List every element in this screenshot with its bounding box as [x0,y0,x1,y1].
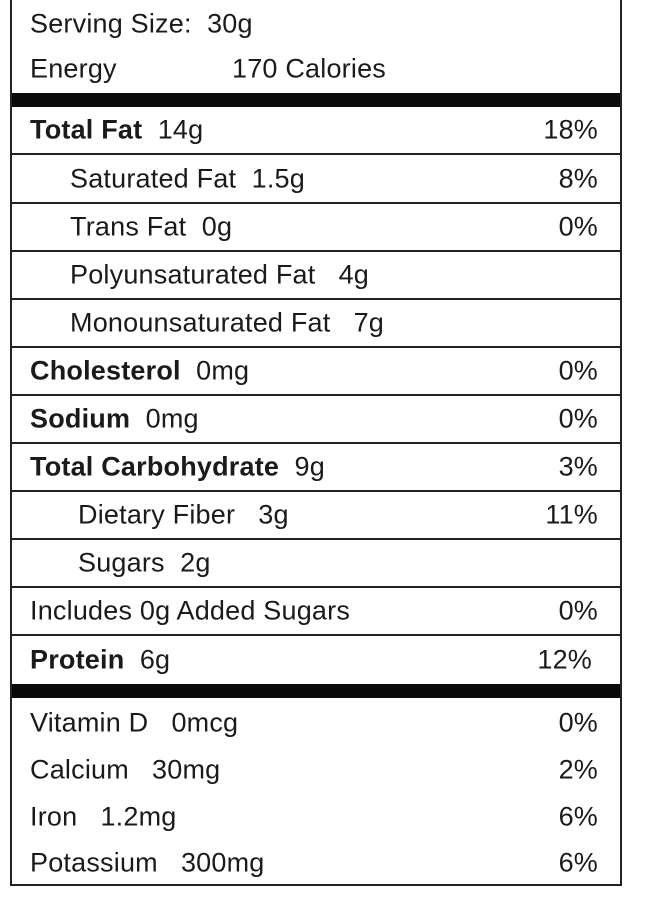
nutrient-amount: 0mg [196,355,250,386]
vitamin-amount: 1.2mg [100,801,177,832]
nutrient-amount: 3g [258,499,289,530]
nutrient-name: Trans Fat [70,211,187,242]
nutrient-daily-value: 12% [537,644,592,675]
nutrient-daily-value: 8% [558,163,598,193]
nutrient-name: Monounsaturated Fat [70,307,331,338]
energy-row: Energy 170 Calories [12,46,620,92]
vitamin-name: Calcium [30,754,129,785]
nutrient-row-dietary-fiber: Dietary Fiber 3g 11% [12,492,620,538]
nutrient-row-total-fat: Total Fat 14g 18% [12,107,620,153]
nutrient-daily-value: 0% [558,403,598,434]
vitamin-daily-value: 2% [558,754,598,785]
nutrient-name: Total Carbohydrate [30,451,280,482]
nutrient-name: Total Fat [30,114,143,145]
divider [12,298,620,300]
divider [12,250,620,252]
nutrient-amount: 0g [201,211,233,242]
nutrient-daily-value: 0% [558,355,598,386]
nutrient-daily-value: 3% [558,451,598,482]
nutrient-name: Saturated Fat [70,163,237,193]
vitamin-name: Potassium [30,847,158,878]
nutrient-amount: 7g [353,307,385,338]
vitamin-daily-value: 0% [558,707,598,738]
serving-size-value: 30g [207,8,253,39]
nutrient-amount: 4g [338,259,369,290]
divider [12,442,620,444]
nutrient-amount: 1.5g [251,163,305,193]
nutrient-row-added-sugars: Includes 0g Added Sugars 0% [12,588,620,634]
nutrient-row-polyunsaturated-fat: Polyunsaturated Fat 4g [12,252,620,298]
nutrient-row-trans-fat: Trans Fat 0g 0% [12,204,620,250]
nutrient-amount: 9g [294,451,325,482]
nutrient-name: Sugars [78,547,165,578]
vitamin-row-potassium: Potassium 300mg 6% [12,840,620,886]
thick-divider-top [12,93,620,107]
nutrient-amount: 2g [180,547,211,578]
nutrient-daily-value: 18% [543,114,598,145]
nutrient-name: Dietary Fiber [78,499,236,530]
nutrient-name: Polyunsaturated Fat [70,259,316,290]
nutrient-amount: 0mg [145,403,199,434]
energy-label: Energy [30,53,117,84]
nutrient-amount: 6g [139,644,171,675]
nutrient-row-protein: Protein 6g 12% [12,636,620,684]
divider [12,490,620,492]
nutrient-name: Includes 0g Added Sugars [30,595,351,626]
nutrient-row-saturated-fat: Saturated Fat 1.5g 8% [12,155,620,202]
thick-divider-bottom [12,684,620,698]
nutrient-row-sugars: Sugars 2g [12,540,620,586]
vitamin-row-vitamin-d: Vitamin D 0mcg 0% [12,700,620,746]
nutrient-amount: 14g [157,114,204,145]
vitamin-amount: 300mg [180,847,265,878]
serving-size-label: Serving Size: [30,8,192,39]
nutrient-row-total-carbohydrate: Total Carbohydrate 9g 3% [12,444,620,490]
nutrient-daily-value: 11% [545,499,598,530]
nutrient-daily-value: 0% [558,211,598,242]
serving-size-row: Serving Size: 30g [12,2,620,46]
vitamin-row-iron: Iron 1.2mg 6% [12,794,620,840]
nutrient-name: Cholesterol [30,355,181,386]
energy-value: 170 Calories [232,53,386,84]
vitamin-amount: 30mg [152,754,221,785]
vitamin-amount: 0mcg [171,707,239,738]
divider [12,634,620,636]
divider [12,394,620,396]
vitamin-row-calcium: Calcium 30mg 2% [12,746,620,794]
divider [12,586,620,588]
nutrient-row-cholesterol: Cholesterol 0mg 0% [12,348,620,394]
nutrient-row-monounsaturated-fat: Monounsaturated Fat 7g [12,300,620,346]
nutrient-daily-value: 0% [558,595,598,626]
divider [12,153,620,155]
nutrition-facts-label: Serving Size: 30g Energy 170 Calories To… [10,0,622,886]
vitamin-daily-value: 6% [558,847,598,878]
divider [12,346,620,348]
divider [12,538,620,540]
divider [12,202,620,204]
nutrient-name: Protein [30,644,125,675]
nutrient-name: Sodium [30,403,131,434]
nutrient-row-sodium: Sodium 0mg 0% [12,396,620,442]
vitamin-daily-value: 6% [558,801,598,832]
vitamin-name: Vitamin D [30,707,149,738]
vitamin-name: Iron [30,801,78,832]
